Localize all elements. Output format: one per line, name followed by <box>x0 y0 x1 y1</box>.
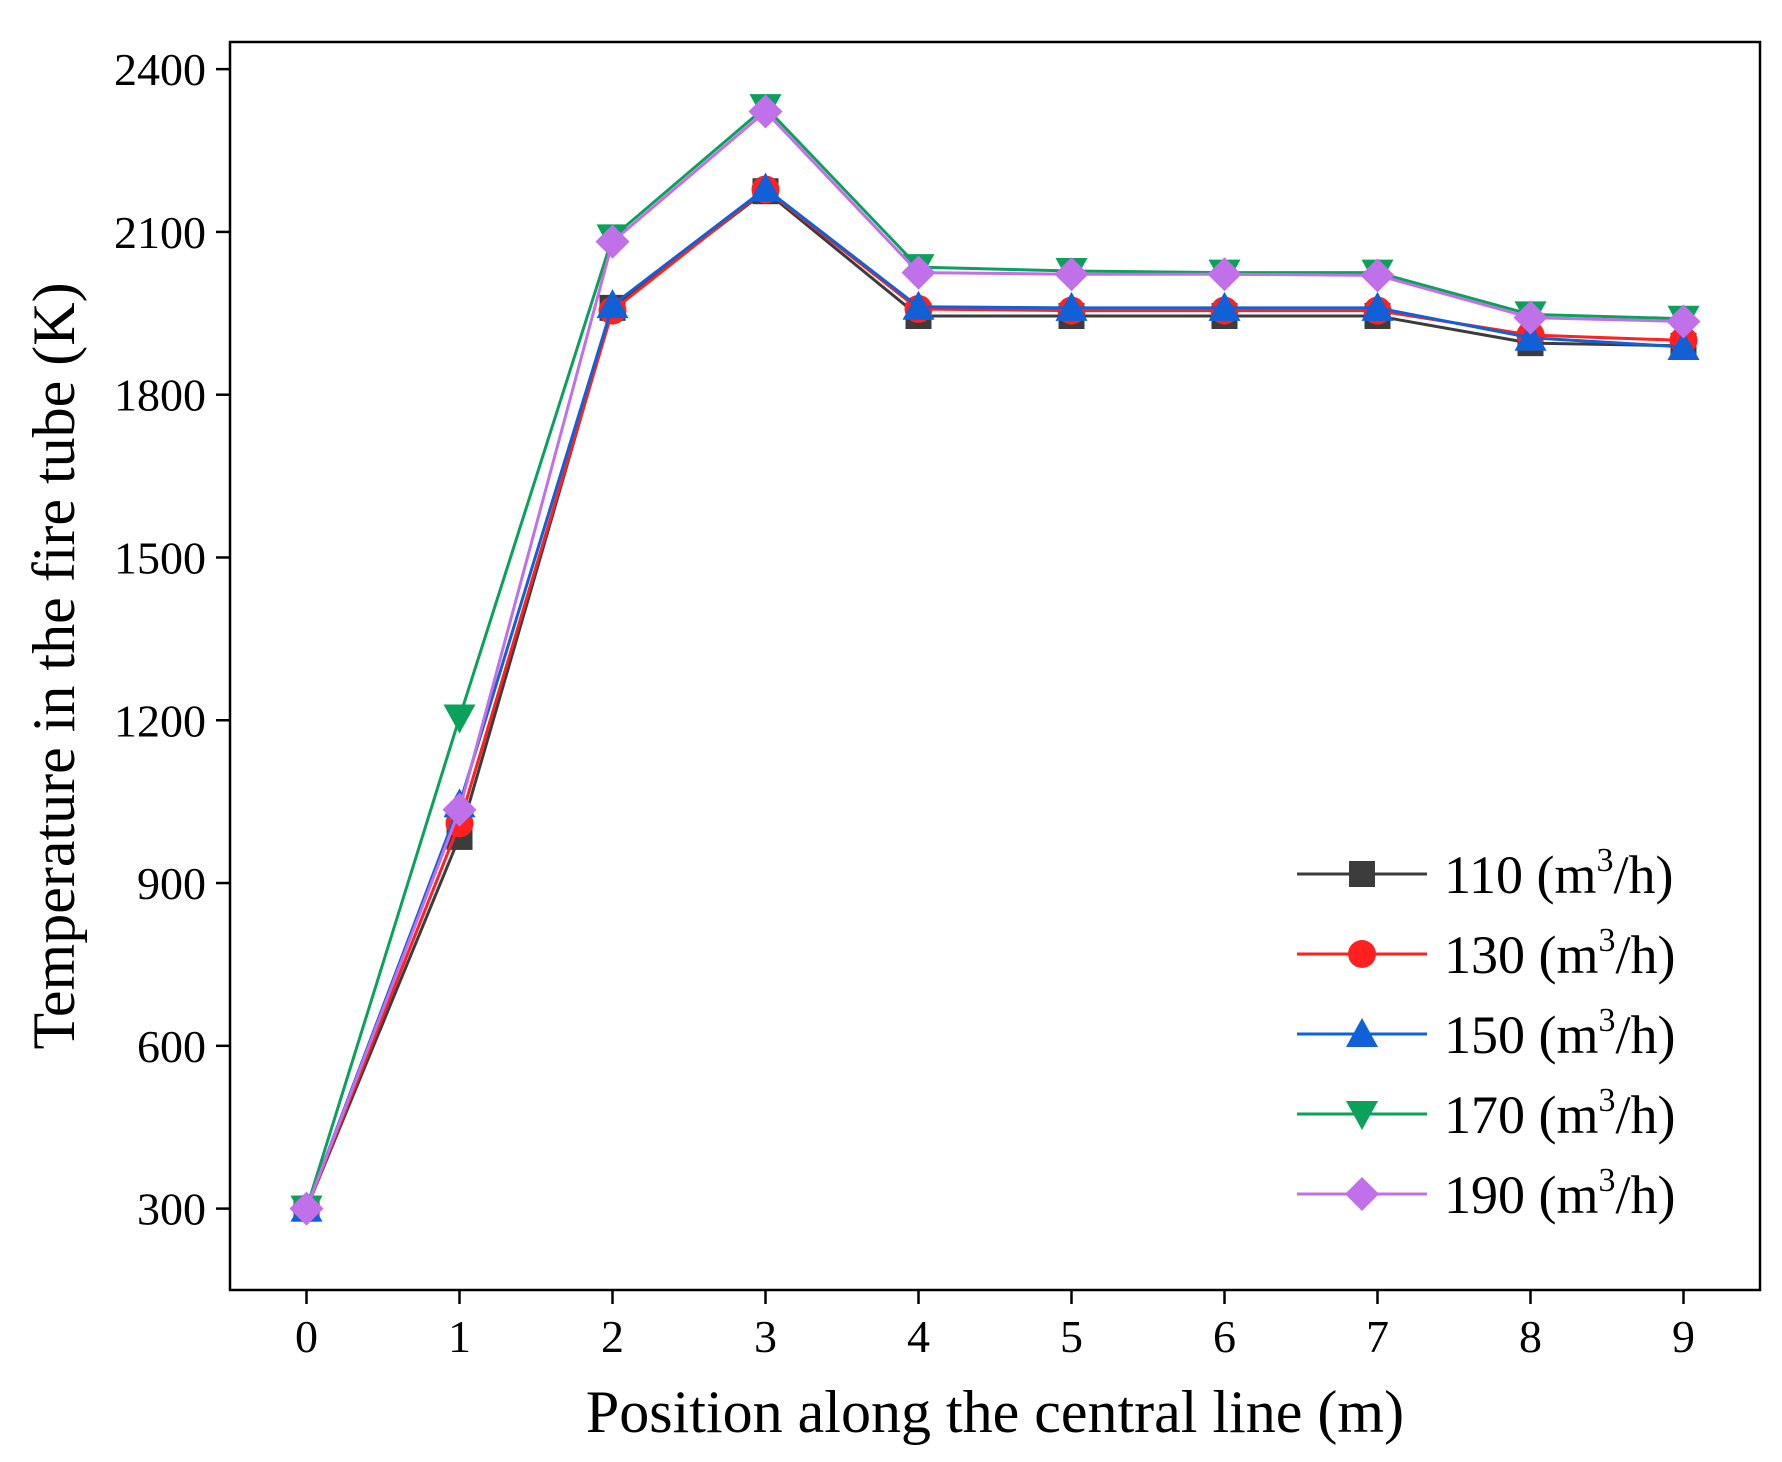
legend-label-name: 150 <box>1444 1005 1539 1065</box>
x-tick-label: 0 <box>295 1311 318 1362</box>
series-line-150 <box>305 186 1684 1210</box>
series-line-190 <box>305 109 1684 1210</box>
x-tick-label: 6 <box>1213 1311 1236 1362</box>
legend-label-unit-end: /h) <box>1616 1085 1676 1145</box>
y-tick-label: 2400 <box>114 44 206 95</box>
data-point-190 <box>289 1191 324 1226</box>
series-line-170 <box>305 105 1684 1210</box>
series-130 <box>292 175 1698 1223</box>
legend-label-name: 170 <box>1444 1085 1539 1145</box>
legend-marker <box>1348 940 1376 968</box>
legend-marker <box>1346 1018 1378 1047</box>
legend-label: 170 (m3/h) <box>1444 1082 1676 1145</box>
legend-item-130: 130 (m3/h) <box>1297 922 1676 985</box>
legend: 110 (m3/h)130 (m3/h)150 (m3/h)170 (m3/h)… <box>1297 842 1676 1225</box>
data-point-190 <box>595 224 630 259</box>
series-line-110 <box>305 189 1684 1210</box>
legend-label: 130 (m3/h) <box>1444 922 1676 985</box>
legend-label-unit: (m <box>1539 1165 1599 1225</box>
plot-frame <box>228 40 1762 1292</box>
data-point-150 <box>902 290 935 320</box>
legend-label-name: 110 <box>1444 845 1537 905</box>
data-point-190 <box>1360 258 1395 293</box>
y-tick-label: 1500 <box>114 532 206 583</box>
legend-item-150: 150 (m3/h) <box>1297 1002 1676 1065</box>
data-point-190 <box>1207 257 1242 292</box>
x-tick-label: 1 <box>448 1311 471 1362</box>
y-tick-label: 300 <box>137 1184 206 1235</box>
legend-marker <box>1345 1177 1379 1211</box>
data-point-190 <box>1054 257 1089 292</box>
series-110 <box>293 178 1697 1222</box>
legend-label: 150 (m3/h) <box>1444 1002 1676 1065</box>
legend-label-unit-end: /h) <box>1616 1165 1676 1225</box>
legend-item-190: 190 (m3/h) <box>1297 1162 1676 1225</box>
data-point-150 <box>1514 321 1547 351</box>
data-point-190 <box>748 94 783 129</box>
y-tick-label: 900 <box>137 858 206 909</box>
legend-item-110: 110 (m3/h) <box>1297 842 1674 905</box>
data-point-170 <box>443 704 476 734</box>
legend-label-unit: (m <box>1539 925 1599 985</box>
data-point-150 <box>1667 330 1700 360</box>
series-190 <box>289 94 1701 1226</box>
legend-label-unit-end: /h) <box>1616 1005 1676 1065</box>
y-tick-label: 1800 <box>114 370 206 421</box>
legend-label-unit: (m <box>1539 1085 1599 1145</box>
legend-label-exponent: 3 <box>1599 1002 1616 1039</box>
legend-label-name: 190 <box>1444 1165 1539 1225</box>
y-axis-title: Temperature in the fire tube (K) <box>21 282 87 1049</box>
data-point-190 <box>1513 300 1548 335</box>
legend-label-name: 130 <box>1444 925 1539 985</box>
legend-label-unit-end: /h) <box>1616 925 1676 985</box>
y-tick-label: 1200 <box>114 695 206 746</box>
x-tick-label: 8 <box>1519 1311 1542 1362</box>
legend-label: 110 (m3/h) <box>1444 842 1674 905</box>
data-point-150 <box>596 289 629 319</box>
y-tick-label: 600 <box>137 1021 206 1072</box>
legend-label-exponent: 3 <box>1599 922 1616 959</box>
legend-item-170: 170 (m3/h) <box>1297 1082 1676 1145</box>
legend-marker <box>1346 1101 1378 1130</box>
y-tick-label: 2100 <box>114 207 206 258</box>
legend-label-unit: (m <box>1537 845 1597 905</box>
data-point-150 <box>1361 291 1394 321</box>
data-point-190 <box>901 255 936 290</box>
legend-label-exponent: 3 <box>1597 842 1614 879</box>
x-tick-label: 5 <box>1060 1311 1083 1362</box>
series-layer <box>289 94 1701 1226</box>
x-tick-label: 7 <box>1366 1311 1389 1362</box>
data-point-150 <box>1055 291 1088 321</box>
data-point-190 <box>442 792 477 827</box>
legend-label: 190 (m3/h) <box>1444 1162 1676 1225</box>
legend-marker <box>1349 861 1375 887</box>
legend-label-exponent: 3 <box>1599 1162 1616 1199</box>
legend-label-unit-end: /h) <box>1614 845 1674 905</box>
x-tick-label: 9 <box>1672 1311 1695 1362</box>
x-tick-label: 4 <box>907 1311 930 1362</box>
axis-ticks: 0 1 2 3 4 5 6 7 8 9 300 600 900 1200 1500 1800 2100 2400 <box>114 44 1695 1362</box>
x-tick-label: 2 <box>601 1311 624 1362</box>
legend-label-unit: (m <box>1539 1005 1599 1065</box>
data-point-150 <box>1208 291 1241 321</box>
legend-label-exponent: 3 <box>1599 1082 1616 1119</box>
x-tick-label: 3 <box>754 1311 777 1362</box>
x-axis-title: Position along the central line (m) <box>586 1379 1404 1445</box>
data-point-150 <box>749 172 782 202</box>
data-point-190 <box>1666 304 1701 339</box>
